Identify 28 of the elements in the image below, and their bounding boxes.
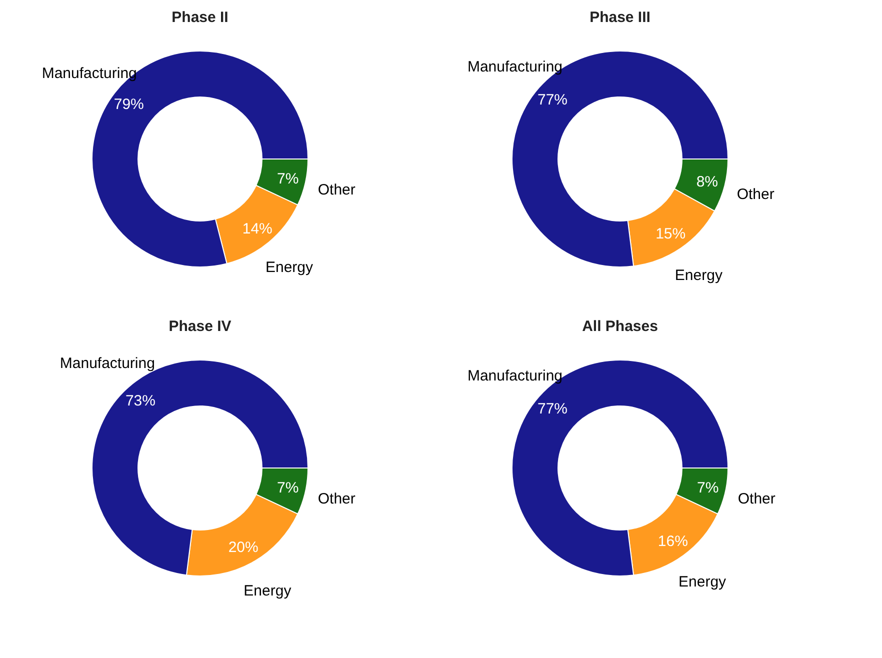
data-label: 7%	[276, 480, 299, 497]
chart-title: Phase II	[172, 9, 228, 26]
slice-label: Energy	[244, 582, 292, 600]
data-label: 79%	[114, 96, 144, 113]
slice-label: Other	[318, 490, 356, 508]
data-label: 20%	[228, 538, 258, 556]
slice-label: Other	[736, 186, 774, 203]
slice-label: Energy	[674, 266, 723, 284]
slice-label: Manufacturing	[60, 354, 155, 372]
data-label: 7%	[276, 170, 299, 188]
slice-label: Manufacturing	[467, 367, 563, 384]
slice-label: Other	[738, 490, 776, 508]
chart-title: Phase III	[590, 9, 650, 26]
slice-label: Energy	[678, 573, 727, 590]
data-label: 14%	[242, 220, 272, 238]
chart-title: All Phases	[582, 318, 658, 335]
data-label: 8%	[696, 173, 718, 190]
slice-label: Manufacturing	[467, 58, 563, 76]
chart-title: Phase IV	[168, 318, 232, 335]
data-label: 77%	[537, 400, 568, 418]
data-label: 15%	[656, 225, 686, 242]
data-label: 7%	[696, 480, 719, 497]
slice-label: Energy	[265, 258, 314, 276]
data-label: 73%	[125, 392, 156, 410]
data-label: 16%	[658, 532, 688, 550]
slice-label: Other	[318, 182, 356, 199]
slice-label: Manufacturing	[42, 65, 137, 82]
data-label: 77%	[537, 91, 568, 108]
